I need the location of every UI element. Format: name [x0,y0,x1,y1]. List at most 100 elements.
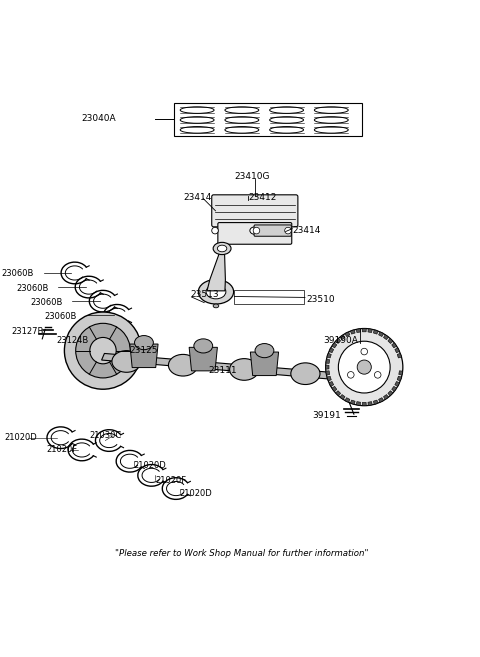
Polygon shape [340,334,345,340]
Polygon shape [251,352,278,376]
Text: 39191: 39191 [312,411,341,420]
Polygon shape [130,344,158,367]
Ellipse shape [314,107,348,114]
Polygon shape [332,343,337,348]
Polygon shape [384,395,388,399]
Ellipse shape [194,339,213,353]
Text: 23414: 23414 [183,193,211,202]
Polygon shape [362,328,366,332]
Circle shape [338,341,390,393]
Circle shape [253,227,260,234]
Polygon shape [345,397,350,402]
Text: 21030C: 21030C [89,432,121,440]
Polygon shape [397,353,402,358]
Text: 23414: 23414 [293,226,321,235]
Ellipse shape [112,351,141,373]
Ellipse shape [250,227,260,235]
Polygon shape [368,401,372,405]
Ellipse shape [270,117,303,124]
Polygon shape [395,348,399,353]
Ellipse shape [180,117,214,124]
Polygon shape [356,401,360,405]
Text: 21020F: 21020F [47,445,78,455]
Circle shape [374,372,381,378]
Text: 21020D: 21020D [133,461,167,470]
Polygon shape [362,402,366,405]
Circle shape [212,227,218,234]
Text: 23111: 23111 [208,367,237,375]
Polygon shape [340,395,345,399]
Polygon shape [395,382,399,386]
Bar [174,102,362,137]
Text: 21020D: 21020D [180,489,213,498]
Polygon shape [327,376,331,381]
Ellipse shape [291,363,320,384]
Polygon shape [189,348,217,371]
Circle shape [361,348,368,355]
Text: 23060B: 23060B [16,284,48,292]
Polygon shape [102,353,359,381]
Text: 23127B: 23127B [11,327,44,336]
Text: "Please refer to Work Shop Manual for further information": "Please refer to Work Shop Manual for fu… [115,549,369,558]
Text: 23510: 23510 [306,295,335,304]
Ellipse shape [168,354,198,376]
Circle shape [64,312,142,389]
Circle shape [285,227,291,234]
Polygon shape [384,334,388,340]
Polygon shape [368,328,372,332]
Text: 23040A: 23040A [82,114,117,123]
Polygon shape [350,330,355,334]
Ellipse shape [270,107,303,114]
Text: 39190A: 39190A [323,336,358,345]
Text: 23060B: 23060B [30,298,62,307]
FancyBboxPatch shape [218,223,292,244]
Ellipse shape [198,279,234,304]
Text: 23125: 23125 [130,346,158,355]
Ellipse shape [255,344,274,357]
Text: 23060B: 23060B [2,269,34,279]
Polygon shape [329,382,334,386]
Ellipse shape [206,284,226,299]
Polygon shape [392,343,396,348]
Polygon shape [379,397,384,402]
Polygon shape [326,365,329,369]
Ellipse shape [270,127,303,133]
Polygon shape [336,338,341,344]
Polygon shape [373,400,378,405]
Ellipse shape [229,359,259,380]
Polygon shape [326,359,330,363]
Text: 23513: 23513 [190,290,219,299]
Bar [234,290,304,304]
Ellipse shape [213,304,219,307]
Ellipse shape [213,242,231,255]
Polygon shape [397,376,402,381]
Polygon shape [356,328,360,332]
Ellipse shape [134,336,154,350]
Polygon shape [392,386,396,392]
Polygon shape [379,332,384,336]
Ellipse shape [314,127,348,133]
Ellipse shape [225,117,259,124]
Ellipse shape [180,127,214,133]
Polygon shape [399,371,403,375]
Polygon shape [350,400,355,405]
Polygon shape [336,391,341,396]
Ellipse shape [314,117,348,124]
Polygon shape [327,353,331,358]
Polygon shape [207,250,226,291]
FancyBboxPatch shape [254,225,291,237]
Circle shape [348,372,354,378]
Circle shape [76,323,130,378]
Polygon shape [329,348,334,353]
Polygon shape [388,391,393,396]
Text: 21020D: 21020D [4,433,37,442]
Circle shape [325,328,403,406]
Polygon shape [326,371,330,375]
Ellipse shape [180,107,214,114]
Circle shape [357,360,372,374]
Text: 23412: 23412 [248,193,276,202]
Polygon shape [373,330,378,334]
Ellipse shape [217,245,227,252]
Text: 23410G: 23410G [235,172,270,181]
Ellipse shape [225,127,259,133]
